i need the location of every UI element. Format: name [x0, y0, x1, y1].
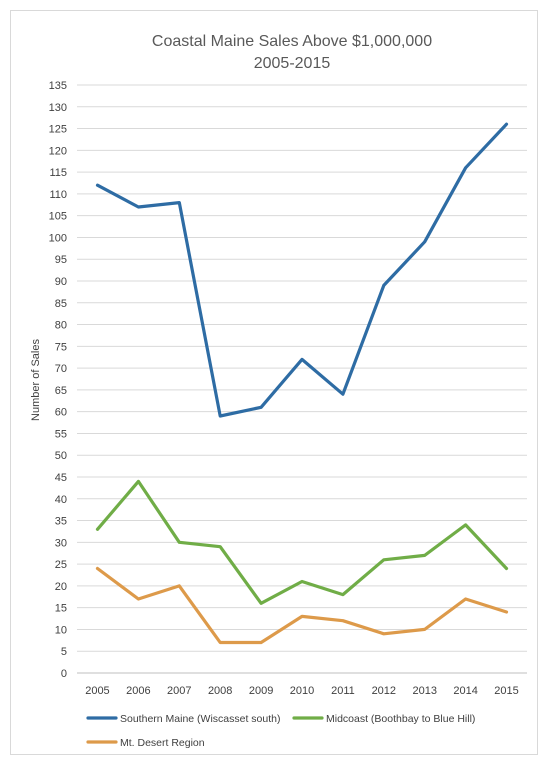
y-tick-label: 95 — [55, 254, 67, 266]
data-point — [382, 558, 386, 561]
x-tick-label: 2005 — [85, 685, 109, 697]
legend-item-3: Mt. Desert Region — [86, 737, 205, 749]
data-point — [423, 628, 426, 631]
data-point — [178, 541, 181, 544]
y-tick-label: 50 — [55, 450, 67, 462]
y-tick-label: 85 — [55, 298, 67, 310]
y-tick-label: 0 — [61, 668, 67, 680]
y-tick-label: 45 — [55, 472, 67, 484]
data-point — [464, 597, 467, 601]
data-point — [341, 593, 345, 596]
x-tick-label: 2014 — [453, 685, 477, 697]
legend-label: Southern Maine (Wiscasset south) — [120, 713, 280, 725]
y-tick-label: 35 — [55, 516, 67, 528]
data-point — [137, 205, 140, 209]
legend-item-1: Southern Maine (Wiscasset south) — [86, 713, 280, 725]
data-point — [300, 580, 304, 583]
y-tick-label: 65 — [55, 385, 67, 397]
y-tick-label: 90 — [55, 276, 67, 288]
chart-title: Coastal Maine Sales Above $1,000,000 — [152, 33, 432, 50]
y-tick-label: 60 — [55, 407, 67, 419]
y-tick-label: 40 — [55, 494, 67, 506]
legend-item-2: Midcoast (Boothbay to Blue Hill) — [292, 713, 475, 725]
data-point — [96, 567, 99, 570]
data-point — [382, 284, 386, 287]
y-tick-label: 125 — [49, 124, 67, 136]
data-point — [382, 632, 386, 635]
legend-label: Mt. Desert Region — [120, 737, 205, 749]
y-tick-label: 20 — [55, 581, 67, 593]
x-tick-label: 2008 — [208, 685, 232, 697]
data-point — [259, 641, 263, 644]
y-tick-label: 135 — [49, 80, 67, 92]
data-point — [178, 584, 181, 588]
data-point — [464, 523, 467, 527]
y-tick-label: 70 — [55, 363, 67, 375]
data-point — [505, 567, 508, 570]
data-point — [96, 183, 99, 187]
y-tick-label: 55 — [55, 428, 67, 440]
series-line-3 — [95, 566, 509, 645]
y-tick-label: 10 — [55, 624, 67, 636]
y-axis-title: Number of Sales — [30, 339, 42, 421]
data-point — [259, 406, 263, 409]
data-point — [423, 240, 426, 243]
x-tick-label: 2007 — [167, 685, 191, 697]
gridlines — [77, 84, 527, 674]
y-tick-label: 115 — [49, 167, 67, 179]
y-tick-label: 105 — [49, 211, 67, 223]
chart-frame — [10, 10, 538, 755]
data-point — [341, 619, 345, 622]
x-tick-label: 2013 — [412, 685, 436, 697]
data-point — [259, 602, 263, 605]
x-tick-label: 2015 — [494, 685, 518, 697]
series-line-1 — [95, 122, 509, 418]
y-tick-label: 130 — [49, 102, 67, 114]
x-tick-label: 2006 — [126, 685, 150, 697]
y-tick-label: 15 — [55, 603, 67, 615]
data-point — [505, 123, 508, 126]
data-point — [137, 480, 140, 483]
y-tick-label: 25 — [55, 559, 67, 571]
y-tick-label: 120 — [49, 145, 67, 157]
y-tick-label: 5 — [61, 646, 67, 658]
x-tick-label: 2011 — [331, 685, 355, 697]
chart-subtitle: 2005-2015 — [254, 55, 331, 72]
y-tick-label: 80 — [55, 320, 67, 332]
x-tick-label: 2010 — [290, 685, 314, 697]
x-tick-label: 2009 — [249, 685, 273, 697]
y-tick-label: 75 — [55, 341, 67, 353]
x-axis-ticks: 2005 2006 2007 2008 2009 2010 2011 2012 2013 2014… — [85, 685, 519, 697]
data-point — [300, 358, 304, 361]
data-point — [505, 610, 508, 614]
data-point — [178, 201, 181, 204]
data-point — [341, 393, 345, 396]
data-point — [218, 545, 222, 548]
y-tick-label: 100 — [49, 232, 67, 244]
data-point — [218, 641, 222, 644]
y-axis-ticks: 0 5 10 15 20 25 30 35 40 45 50 55 60 65 70 75 80 85 90 95 10… — [49, 80, 67, 680]
y-tick-label: 30 — [55, 537, 67, 549]
data-point — [300, 615, 304, 618]
legend: Southern Maine (Wiscasset south) Midcoast… — [86, 713, 475, 749]
data-point — [137, 597, 140, 601]
series-lines — [95, 122, 509, 645]
data-point — [423, 554, 426, 557]
data-point — [464, 166, 467, 169]
data-point — [96, 528, 99, 531]
x-tick-label: 2012 — [372, 685, 396, 697]
legend-label: Midcoast (Boothbay to Blue Hill) — [326, 713, 475, 725]
data-point — [218, 414, 222, 418]
y-tick-label: 110 — [49, 189, 67, 201]
